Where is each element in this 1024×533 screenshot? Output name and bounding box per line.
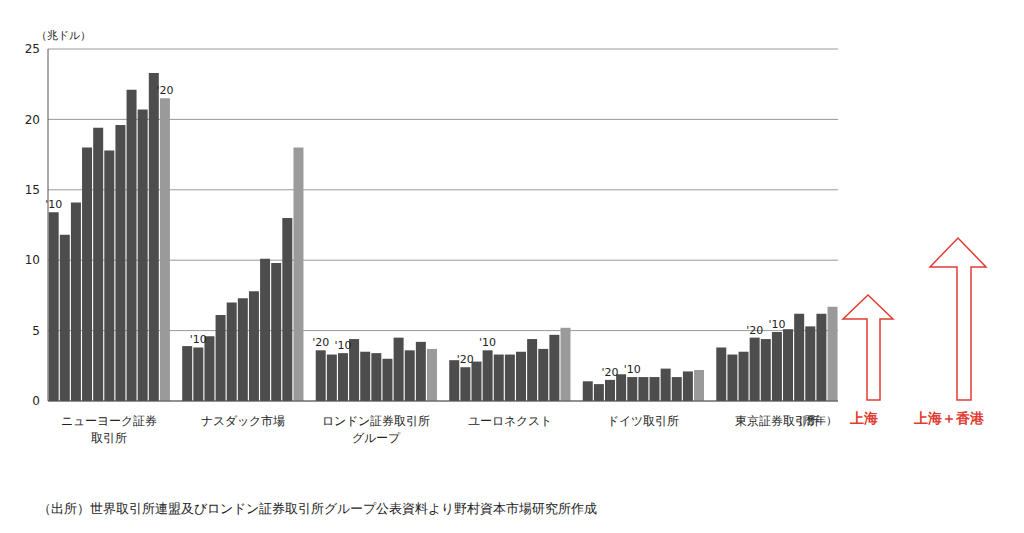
svg-text:'10: '10 — [190, 333, 207, 346]
svg-text:ナスダック市場: ナスダック市場 — [201, 414, 285, 428]
svg-text:'20: '20 — [601, 366, 618, 379]
svg-text:ロンドン証券取引所グループ: ロンドン証券取引所グループ — [322, 414, 430, 445]
svg-text:ニューヨーク証券取引所: ニューヨーク証券取引所 — [61, 414, 157, 445]
svg-text:ユーロネクスト: ユーロネクスト — [468, 414, 552, 428]
svg-text:15: 15 — [25, 183, 40, 197]
svg-text:20: 20 — [25, 113, 40, 127]
svg-text:'10: '10 — [479, 336, 496, 349]
svg-text:10: 10 — [25, 253, 40, 267]
svg-text:'10: '10 — [45, 198, 62, 211]
svg-text:5: 5 — [32, 324, 40, 338]
svg-text:'20: '20 — [457, 353, 474, 366]
svg-text:'10: '10 — [334, 339, 351, 352]
svg-text:0: 0 — [32, 394, 40, 408]
svg-text:'20: '20 — [156, 84, 173, 97]
svg-text:'10: '10 — [624, 363, 641, 376]
svg-text:ドイツ取引所: ドイツ取引所 — [607, 414, 679, 428]
svg-text:'20: '20 — [312, 336, 329, 349]
svg-text:'10: '10 — [768, 318, 785, 331]
svg-text:25: 25 — [25, 42, 40, 56]
svg-text:'20: '20 — [746, 324, 763, 337]
